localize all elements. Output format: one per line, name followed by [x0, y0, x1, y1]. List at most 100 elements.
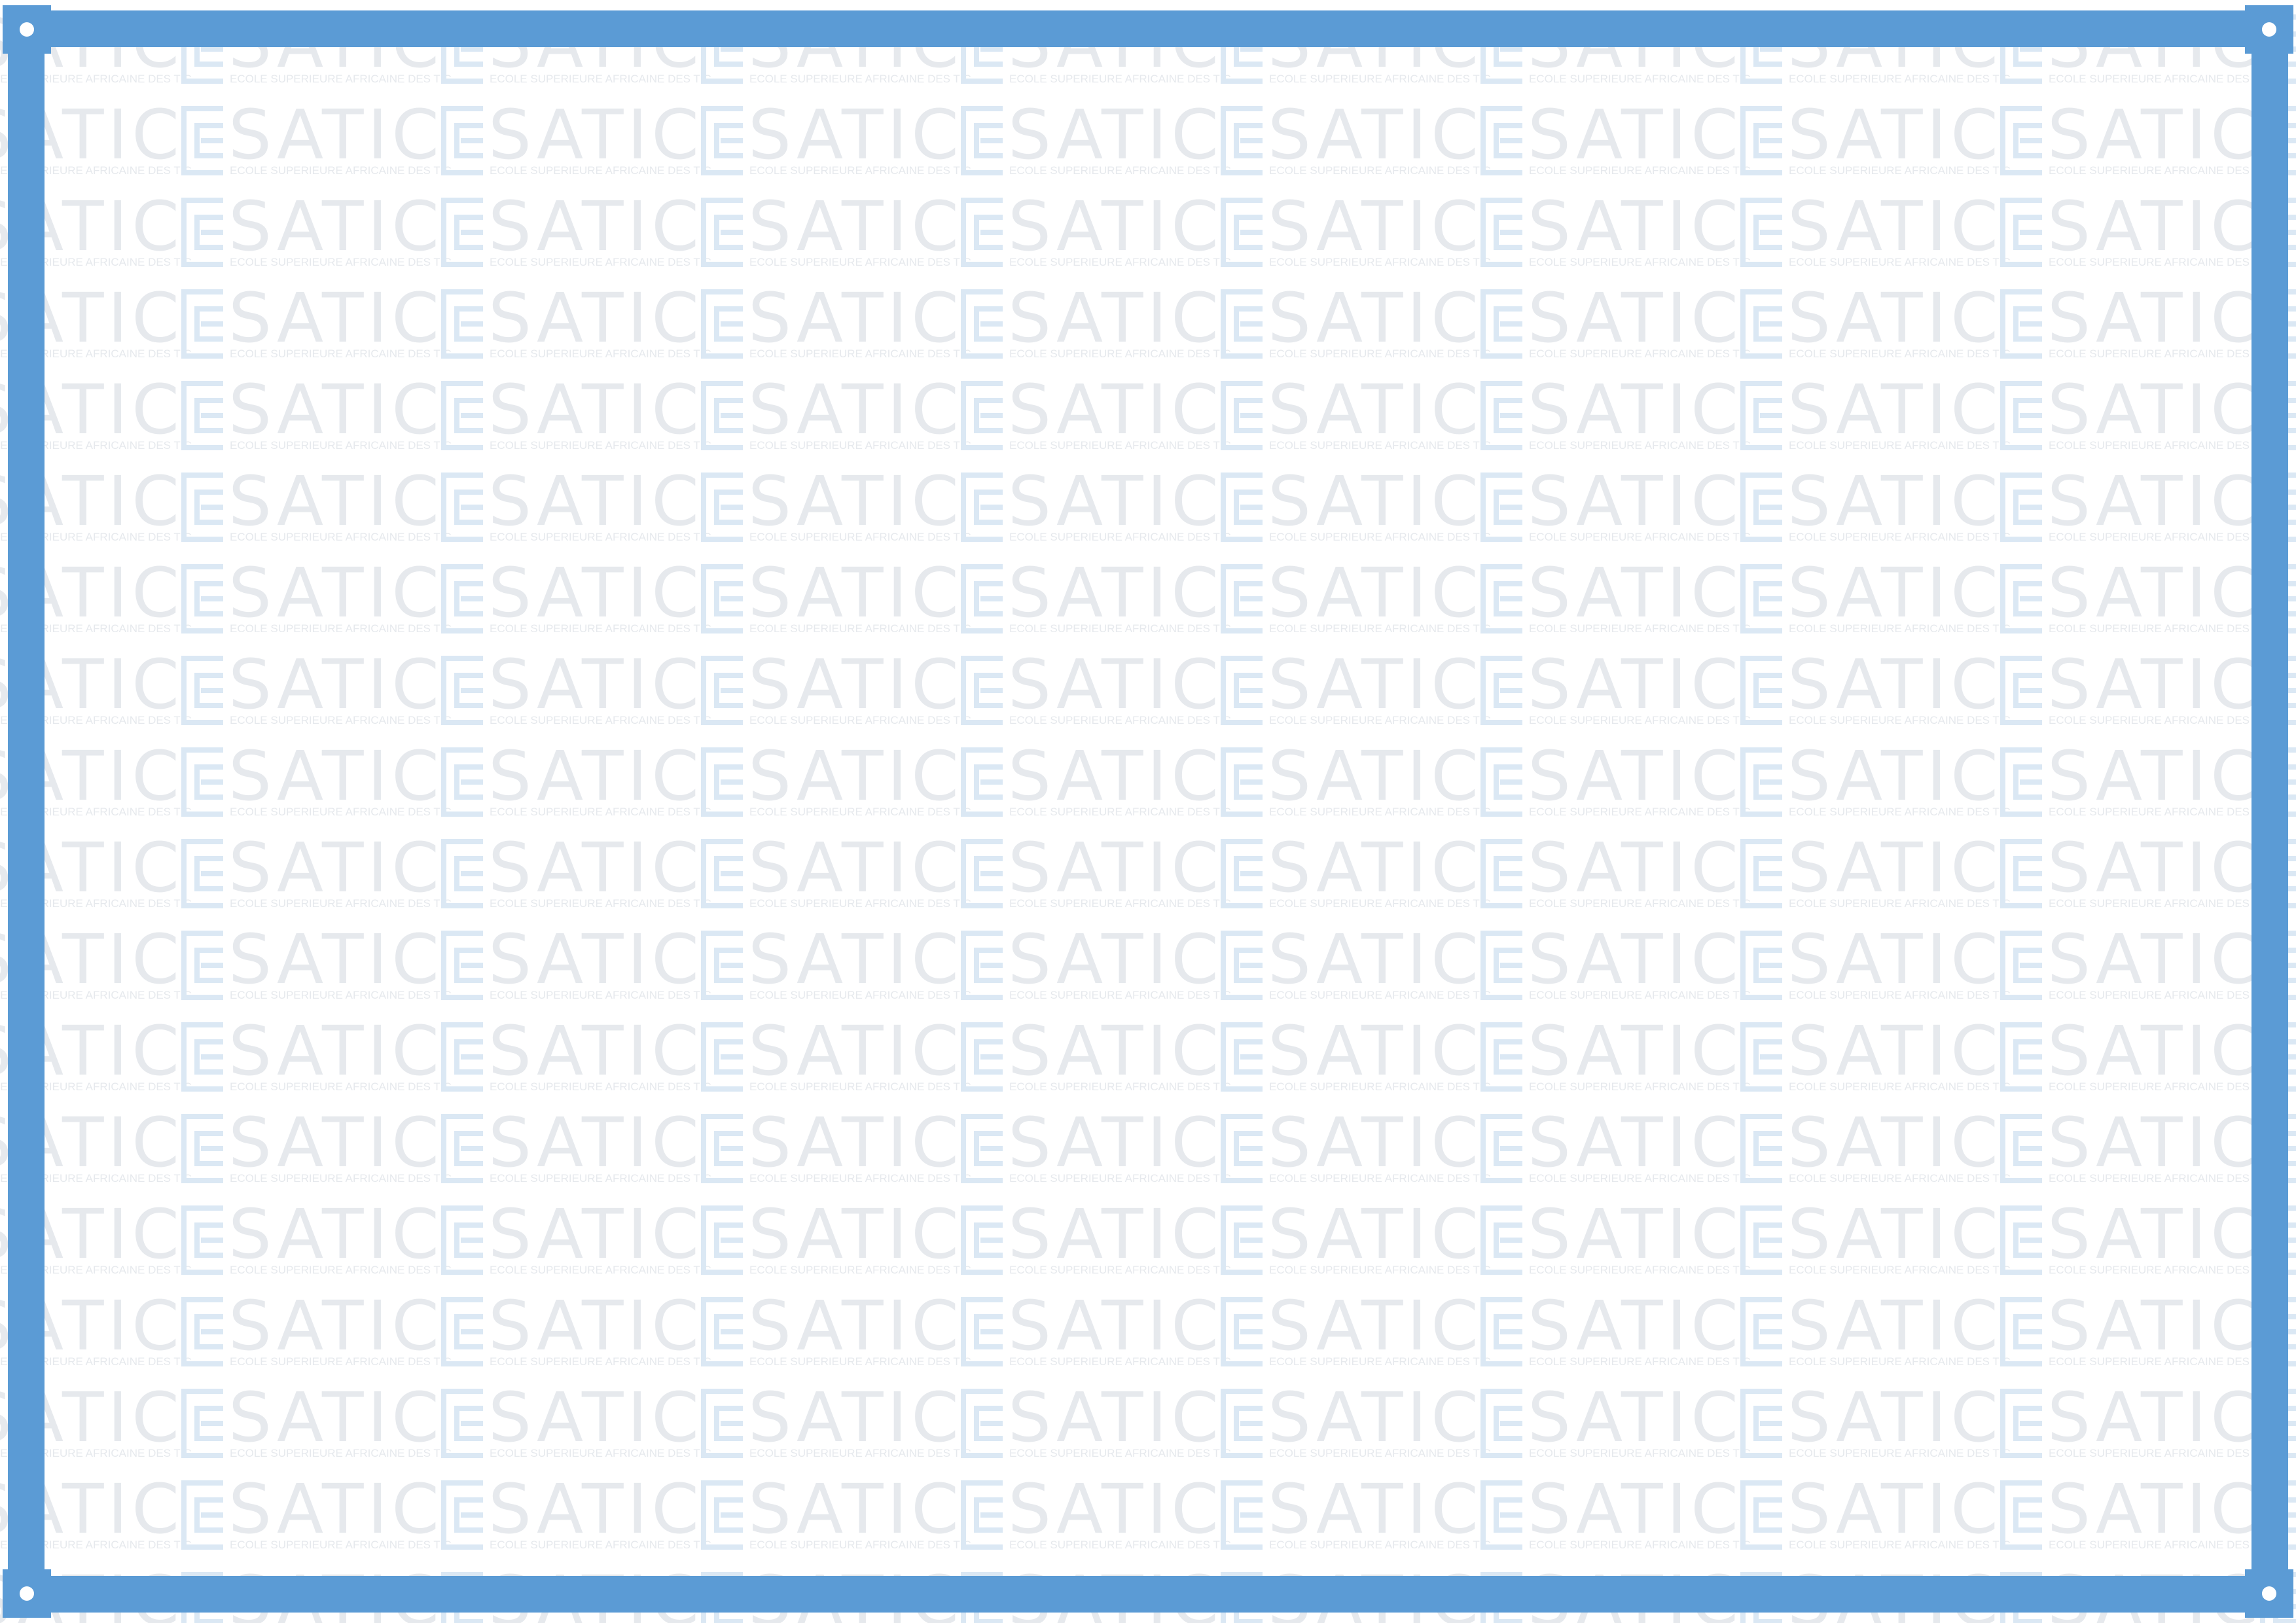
frame-right-bar [2251, 10, 2288, 1613]
watermark-wordmark: SATIC [1008, 1469, 1223, 1549]
watermark-tagline: ECOLE SUPERIEURE AFRICAINE DES TIC [230, 1264, 452, 1276]
watermark-wordmark: SATIC [2047, 1469, 2262, 1549]
esatic-e-logo-icon [1221, 381, 1263, 450]
watermark-wordmark: SATIC [488, 1378, 703, 1457]
watermark-tagline: ECOLE SUPERIEURE AFRICAINE DES TIC [2049, 1355, 2270, 1368]
esatic-e-logo-icon [1480, 564, 1522, 633]
esatic-e-logo-icon [1740, 747, 1782, 817]
watermark-tagline: ECOLE SUPERIEURE AFRICAINE DES TIC [0, 164, 192, 177]
watermark-tagline: ECOLE SUPERIEURE AFRICAINE DES TIC [1529, 348, 1751, 360]
esatic-e-logo-icon [441, 747, 483, 817]
esatic-e-logo-icon [701, 1022, 743, 1092]
watermark-wordmark: SATIC [1268, 645, 1482, 724]
watermark-tagline: ECOLE SUPERIEURE AFRICAINE DES TIC [1529, 1447, 1751, 1459]
watermark-tagline: ECOLE SUPERIEURE AFRICAINE DES TIC [490, 439, 711, 452]
corner-bottom-right [2245, 1569, 2293, 1618]
watermark-wordmark: SATIC [748, 1194, 963, 1274]
watermark-tagline: ECOLE SUPERIEURE AFRICAINE DES TIC [490, 164, 711, 177]
watermark-tagline: ECOLE SUPERIEURE AFRICAINE DES TIC [1789, 806, 2011, 818]
watermark-wordmark: SATIC [2047, 1011, 2262, 1091]
watermark-tagline: ECOLE SUPERIEURE AFRICAINE DES TIC [749, 806, 971, 818]
esatic-e-logo-icon [1740, 1480, 1782, 1550]
watermark-tagline: ECOLE SUPERIEURE AFRICAINE DES TIC [1269, 439, 1491, 452]
watermark-wordmark: SATIC [748, 553, 963, 633]
esatic-e-logo-icon [441, 106, 483, 175]
esatic-e-logo-icon [2000, 1389, 2042, 1458]
esatic-e-logo-icon [181, 747, 223, 817]
watermark-wordmark: SATIC [1268, 187, 1482, 266]
watermark-wordmark: SATIC [1787, 919, 2002, 999]
watermark-wordmark: SATIC [488, 919, 703, 999]
watermark-tagline: ECOLE SUPERIEURE AFRICAINE DES TIC [1269, 1355, 1491, 1368]
watermark-tagline: ECOLE SUPERIEURE AFRICAINE DES TIC [749, 714, 971, 726]
watermark-tagline: ECOLE SUPERIEURE AFRICAINE DES TIC [230, 1080, 452, 1093]
watermark-wordmark: SATIC [1268, 370, 1482, 450]
esatic-e-logo-icon [1480, 289, 1522, 359]
watermark-tagline: ECOLE SUPERIEURE AFRICAINE DES TIC [230, 1172, 452, 1185]
watermark-tagline: ECOLE SUPERIEURE AFRICAINE DES TIC [749, 256, 971, 268]
esatic-e-logo-icon [961, 931, 1003, 1000]
watermark-tagline: ECOLE SUPERIEURE AFRICAINE DES TIC [1009, 1355, 1231, 1368]
esatic-e-logo-icon [181, 1022, 223, 1092]
watermark-wordmark: SATIC [228, 1286, 443, 1366]
watermark-tagline: ECOLE SUPERIEURE AFRICAINE DES TIC [749, 989, 971, 1001]
watermark-tagline: ECOLE SUPERIEURE AFRICAINE DES TIC [230, 164, 452, 177]
esatic-e-logo-icon [441, 473, 483, 542]
watermark-wordmark: SATIC [1268, 919, 1482, 999]
frame-top-bar [4, 10, 2292, 47]
watermark-wordmark: SATIC [1268, 1286, 1482, 1366]
watermark-wordmark: SATIC [488, 95, 703, 175]
esatic-e-logo-icon [701, 656, 743, 725]
esatic-e-logo-icon [1221, 198, 1263, 267]
esatic-e-logo-icon [1480, 381, 1522, 450]
watermark-tagline: ECOLE SUPERIEURE AFRICAINE DES TIC [230, 256, 452, 268]
watermark-tagline: ECOLE SUPERIEURE AFRICAINE DES TIC [1529, 1172, 1751, 1185]
esatic-e-logo-icon [181, 564, 223, 633]
watermark-wordmark: SATIC [748, 645, 963, 724]
esatic-e-logo-icon [2000, 564, 2042, 633]
watermark-wordmark: SATIC [1528, 95, 1742, 175]
watermark-tagline: ECOLE SUPERIEURE AFRICAINE DES TIC [1009, 806, 1231, 818]
watermark-wordmark: SATIC [1008, 95, 1223, 175]
esatic-e-logo-icon [701, 931, 743, 1000]
watermark-wordmark: SATIC [748, 278, 963, 358]
watermark-wordmark: SATIC [228, 461, 443, 541]
watermark-wordmark: SATIC [1268, 736, 1482, 816]
watermark-tagline: ECOLE SUPERIEURE AFRICAINE DES TIC [2049, 1172, 2270, 1185]
watermark-tagline: ECOLE SUPERIEURE AFRICAINE DES TIC [0, 806, 192, 818]
watermark-wordmark: SATIC [488, 645, 703, 724]
esatic-e-logo-icon [1740, 1205, 1782, 1275]
watermark-wordmark: SATIC [2047, 645, 2262, 724]
watermark-wordmark: SATIC [1528, 828, 1742, 908]
watermark-tagline: ECOLE SUPERIEURE AFRICAINE DES TIC [1269, 164, 1491, 177]
watermark-tagline: ECOLE SUPERIEURE AFRICAINE DES TIC [1529, 439, 1751, 452]
watermark-wordmark: SATIC [1787, 645, 2002, 724]
watermark-wordmark: SATIC [748, 1286, 963, 1366]
esatic-e-logo-icon [1221, 839, 1263, 908]
watermark-wordmark: SATIC [2047, 95, 2262, 175]
esatic-e-logo-icon [1740, 289, 1782, 359]
watermark-wordmark: SATIC [1528, 461, 1742, 541]
watermark-tagline: ECOLE SUPERIEURE AFRICAINE DES TIC [1529, 164, 1751, 177]
watermark-tagline: ECOLE SUPERIEURE AFRICAINE DES TIC [1269, 897, 1491, 910]
watermark-wordmark: SATIC [1787, 95, 2002, 175]
watermark-tagline: ECOLE SUPERIEURE AFRICAINE DES TIC [2049, 989, 2270, 1001]
